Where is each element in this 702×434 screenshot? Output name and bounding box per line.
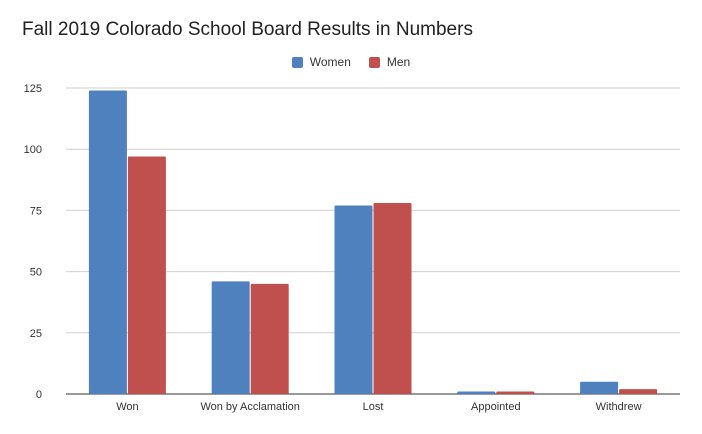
bar-women-4 [580,381,619,394]
chart-legend: Women Men [0,55,702,69]
bar-women-1 [211,281,250,394]
x-tick-label: Won [116,401,138,413]
legend-item-men: Men [368,55,411,69]
y-tick-label: 125 [24,83,42,95]
x-tick-label: Appointed [471,401,521,413]
y-tick-label: 100 [24,144,42,156]
legend-swatch-women [291,56,303,68]
bar-women-3 [457,391,496,394]
legend-swatch-men [368,56,380,68]
y-tick-label: 50 [30,267,42,279]
chart-title: Fall 2019 Colorado School Board Results … [22,19,473,40]
y-tick-label: 0 [36,389,42,401]
bar-men-0 [127,156,166,394]
legend-label-men: Men [386,55,411,69]
y-tick-label: 75 [30,205,42,217]
bar-men-3 [496,391,535,394]
bar-women-0 [88,90,127,394]
x-tick-label: Withdrew [596,401,642,413]
legend-item-women: Women [291,55,351,69]
bar-men-2 [373,203,412,394]
bar-men-1 [250,283,289,394]
bar-women-2 [334,205,373,394]
x-tick-label: Lost [363,401,384,413]
y-tick-label: 25 [30,328,42,340]
legend-label-women: Women [309,55,351,69]
bar-men-4 [619,389,658,394]
x-tick-label: Won by Acclamation [200,401,299,413]
